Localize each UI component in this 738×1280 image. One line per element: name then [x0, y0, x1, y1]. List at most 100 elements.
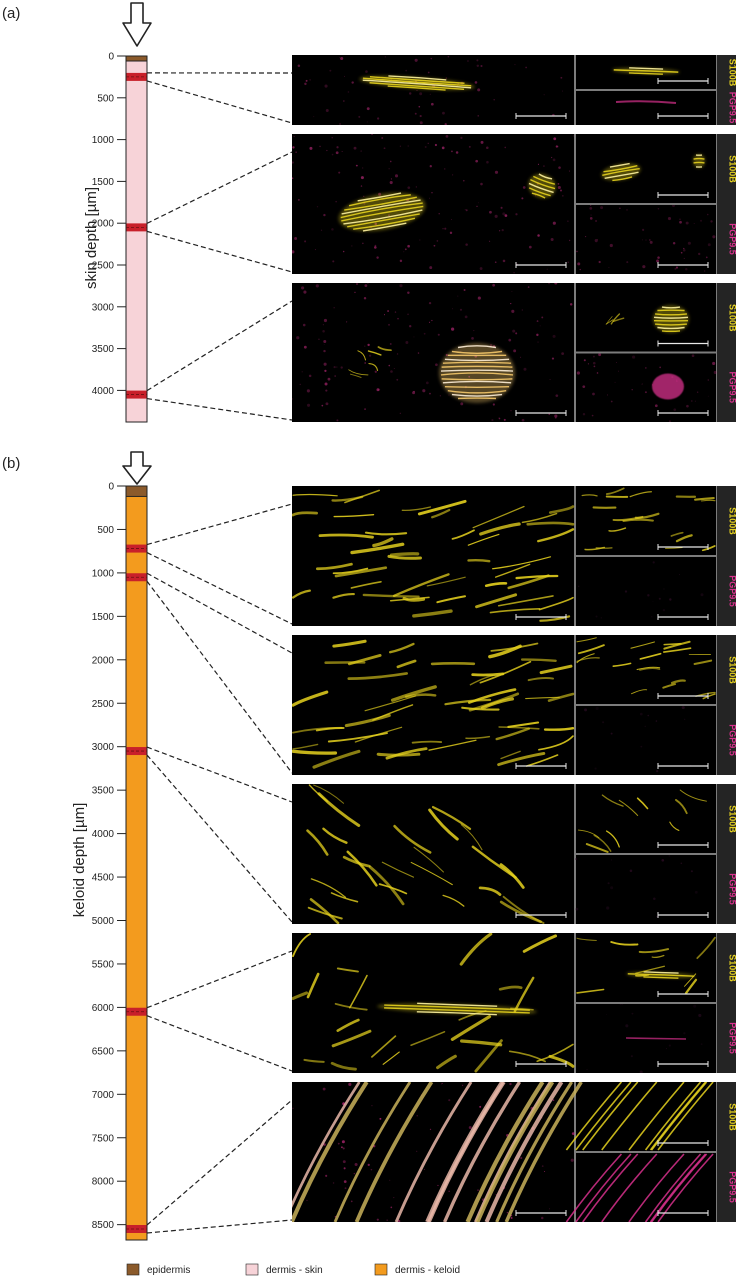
background-signal [343, 1167, 346, 1170]
background-signal [304, 240, 307, 243]
background-signal [605, 1013, 607, 1015]
background-signal [407, 186, 411, 190]
nerve-fiber [577, 644, 605, 655]
background-signal [694, 400, 696, 402]
nerve-fiber [410, 861, 453, 886]
background-signal [341, 1140, 345, 1144]
background-signal [614, 381, 616, 383]
background-signal [690, 870, 693, 873]
background-signal [513, 349, 517, 353]
background-signal [343, 100, 345, 102]
background-signal [471, 337, 474, 340]
background-signal [587, 363, 590, 365]
tick-label: 8500 [92, 1220, 115, 1231]
stain-label-pgp95: PGP9.5 [728, 575, 738, 607]
nerve-fiber [404, 693, 437, 699]
s100b-image [576, 933, 716, 1002]
background-signal [540, 1216, 544, 1220]
background-signal [475, 159, 479, 163]
background-signal [644, 725, 647, 728]
nerve-fiber [292, 743, 319, 750]
background-signal [576, 250, 578, 253]
tick-label: 1500 [92, 612, 115, 623]
background-signal [683, 257, 685, 259]
background-signal [429, 93, 431, 95]
background-signal [364, 284, 368, 288]
nerve-fiber [525, 696, 560, 700]
background-signal [562, 195, 564, 197]
background-signal [511, 309, 515, 313]
nerve-fiber [450, 1015, 492, 1041]
background-signal [486, 146, 489, 150]
legend-swatch-dermis-skin [245, 1263, 259, 1276]
background-signal [414, 112, 417, 115]
stain-label-pgp95: PGP9.5 [728, 223, 738, 255]
background-signal [459, 308, 463, 311]
background-signal [344, 75, 345, 77]
background-signal [479, 267, 483, 270]
tick-label: 0 [108, 482, 114, 493]
background-signal [416, 1115, 418, 1117]
background-signal [560, 76, 563, 79]
background-signal [593, 355, 595, 358]
background-signal [552, 158, 556, 162]
background-signal [366, 121, 368, 123]
nerve-fiber [474, 1039, 503, 1073]
background-signal [663, 588, 665, 590]
background-signal [409, 325, 412, 328]
background-signal [610, 732, 613, 735]
background-signal [509, 1082, 512, 1086]
background-signal [304, 82, 307, 86]
background-signal [713, 370, 717, 374]
nerve-fiber [417, 499, 467, 516]
background-signal [504, 146, 507, 149]
background-signal [669, 598, 672, 601]
nerve-fiber [538, 735, 574, 751]
background-signal [673, 408, 677, 412]
nerve-fiber [371, 1035, 397, 1058]
nerve-fiber [478, 886, 502, 896]
nerve-fiber [292, 589, 311, 599]
background-signal [376, 256, 379, 259]
stain-label-pgp95: PGP9.5 [728, 1171, 738, 1203]
background-signal [324, 84, 328, 88]
nerve-fiber [465, 1082, 545, 1222]
background-signal [441, 1082, 443, 1084]
background-signal [594, 239, 598, 243]
nerve-fiber [644, 1153, 702, 1222]
background-signal [303, 345, 307, 349]
background-signal [332, 1182, 335, 1184]
pgp95-image [576, 557, 716, 626]
background-signal [698, 1013, 702, 1018]
tick-label: 3000 [92, 302, 115, 313]
background-signal [640, 745, 643, 748]
panel-b-images: S100B PGP9.5 S100B PGP9.5 S100B PGP9.5 S100B PG… [292, 486, 738, 1222]
nerve-fiber [318, 533, 374, 539]
background-signal [451, 327, 455, 331]
nerve-fiber [657, 1153, 714, 1222]
background-signal [658, 597, 661, 600]
background-signal [619, 207, 621, 209]
nerve-bundle [693, 154, 705, 168]
tick-label: 1500 [92, 177, 115, 188]
nerve-fiber [495, 1082, 574, 1222]
background-signal [333, 307, 335, 309]
background-signal [647, 714, 649, 717]
background-signal [316, 206, 319, 208]
nerve-fiber [402, 596, 426, 602]
nerve-fiber [364, 531, 408, 536]
nerve-fiber [548, 1054, 575, 1068]
tick-label: 4000 [92, 386, 115, 397]
background-signal [445, 77, 447, 79]
background-signal [617, 370, 619, 372]
nerve-fiber [471, 845, 517, 879]
background-signal [399, 259, 403, 263]
background-signal [645, 367, 647, 369]
background-signal [693, 1004, 697, 1008]
nerve-fiber [350, 542, 405, 555]
background-signal [705, 256, 708, 259]
nerve-fiber [576, 637, 597, 643]
background-signal [494, 261, 497, 264]
legend-label-dermis-keloid: dermis - keloid [395, 1265, 460, 1276]
background-signal [302, 323, 306, 327]
